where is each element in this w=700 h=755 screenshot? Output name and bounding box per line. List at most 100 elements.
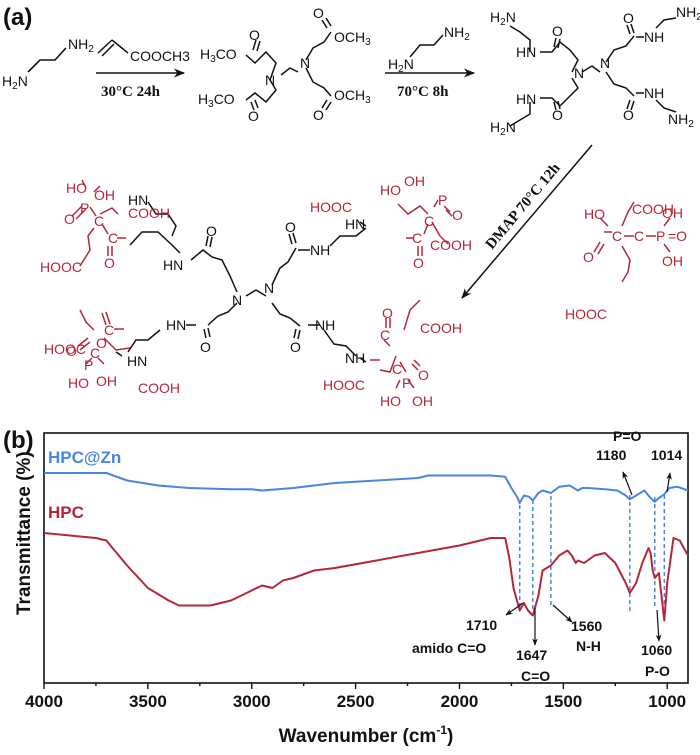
conditions-1: 30°C 24h [101,84,161,100]
annot-nh: N-H [576,638,601,654]
panel-label-b: (b) [3,427,34,454]
svg-text:O: O [290,339,301,355]
peak-guide-lines [518,495,666,613]
svg-text:O: O [285,219,296,235]
svg-text:HN: HN [516,91,536,107]
svg-text:NH: NH [315,317,335,333]
svg-text:O: O [452,207,463,223]
svg-text:P: P [402,375,411,391]
svg-text:HOOC: HOOC [323,377,365,393]
svg-text:HO: HO [584,206,605,222]
svg-text:HN: HN [128,192,148,208]
annot-1710: 1710 [466,617,497,633]
svg-text:HO: HO [380,182,401,198]
svg-text:NH: NH [644,29,664,45]
svg-text:O: O [552,23,563,39]
svg-text:COOH: COOH [128,205,170,221]
svg-text:OH: OH [94,187,115,203]
svg-text:HOOC: HOOC [40,259,82,275]
svg-text:O: O [249,27,260,43]
product-cap-bonds [71,179,453,389]
x-tick-label: 2000 [441,692,479,711]
svg-text:OH: OH [96,373,117,389]
svg-text:HOOC: HOOC [565,306,607,322]
ftir-chart: (b) 4000 3500 3000 2500 2000 1500 1000 Transmi… [0,425,700,750]
scheme-drawing: NH2 H2N COOCH3 30°C 24h H3CO [2,4,700,409]
svg-text:C: C [94,213,104,229]
pamam-bonds [509,17,677,127]
svg-text:COOH: COOH [138,380,180,396]
y-axis-label: Transmittance (%) [14,451,35,615]
svg-text:COOH: COOH [430,237,472,253]
svg-text:OH: OH [404,173,425,189]
synthesis-scheme: (a) NH2 H2N COOCH3 30°C 24h [2,4,700,409]
x-axis-label: Wavenumber (cm-1) [279,723,454,747]
svg-text:H2N: H2N [490,119,516,138]
svg-text:N: N [232,292,242,308]
svg-text:H3CO: H3CO [200,46,237,65]
x-tick-label: 3500 [129,692,167,711]
svg-text:HN: HN [166,317,186,333]
svg-text:O: O [206,223,217,239]
peak-annotations: P=O 1180 1014 1710 amido C=O 1647 C=O 15… [412,428,682,684]
svg-text:O: O [623,10,634,26]
series-hpc-line [43,532,689,622]
annot-po: P-O [645,663,670,679]
svg-text:HO: HO [68,375,89,391]
svg-text:NH2: NH2 [444,24,470,43]
svg-text:O: O [104,255,115,271]
svg-text:N: N [265,72,275,88]
annot-1560: 1560 [571,618,602,634]
svg-text:HO: HO [66,180,87,196]
svg-text:C: C [412,230,422,246]
x-tick-label: 1500 [544,692,582,711]
tetraester-bonds [245,17,332,111]
svg-text:N: N [300,55,310,71]
x-tick-label: 1000 [648,692,686,711]
svg-text:HN: HN [127,353,147,369]
svg-text:C: C [108,230,118,246]
svg-text:NH2: NH2 [668,111,694,130]
svg-text:N: N [574,65,584,81]
svg-text:O: O [583,249,594,265]
annot-1180: 1180 [596,447,627,463]
svg-text:P: P [438,192,447,208]
x-axis-ticks: 4000 3500 3000 2500 2000 1500 1000 [25,683,686,711]
h2n-label: H2N [2,73,28,92]
svg-text:C: C [424,213,434,229]
reaction-arrow-3 [461,144,593,299]
svg-text:O: O [66,343,77,359]
svg-text:O: O [382,305,393,321]
spectra-lines [43,472,689,622]
svg-text:H3CO: H3CO [198,91,235,110]
svg-text:O: O [248,108,259,124]
svg-text:O: O [64,211,75,227]
svg-text:=O: =O [668,228,687,244]
product-core-bonds [127,227,367,357]
legend-hpc: HPC [48,503,84,522]
annot-amido-co: amido C=O [412,640,486,656]
svg-text:O: O [313,107,324,123]
x-tick-label: 3000 [233,692,271,711]
svg-text:O: O [200,339,211,355]
svg-text:HN: HN [516,44,536,60]
svg-text:C: C [634,228,644,244]
conditions-2: 70°C 8h [397,84,449,100]
annot-1014: 1014 [651,447,682,463]
annot-co: C=O [521,668,550,684]
svg-text:O: O [96,335,107,351]
ethylenediamine [27,47,67,73]
panel-label-a: (a) [3,4,33,31]
svg-text:NH2: NH2 [676,4,700,23]
svg-text:N: N [600,55,610,71]
annotation-arrows [505,471,672,646]
svg-text:P: P [84,357,93,373]
svg-text:OCH3: OCH3 [334,87,371,106]
svg-text:HN: HN [345,216,365,232]
ftir-plot: 4000 3500 3000 2500 2000 1500 1000 Transmittan… [14,428,689,747]
conditions-3: DMAP 70°C 12h [483,160,564,253]
svg-text:NH: NH [310,242,330,258]
nh2-label: NH2 [68,36,94,55]
pbtca-bonds [593,201,671,283]
svg-text:OH: OH [662,205,683,221]
